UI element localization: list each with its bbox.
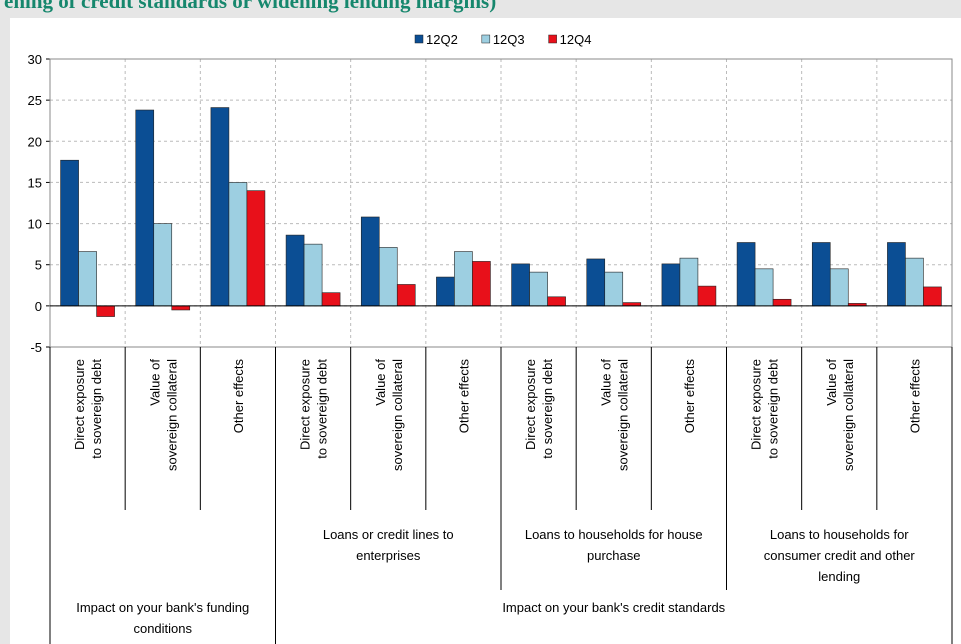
bar [661, 263, 681, 307]
x-tick-label: Other effects [907, 359, 922, 434]
bar [378, 247, 398, 307]
x-tick-label: Direct exposure to sovereign debt [72, 359, 104, 459]
bar [829, 268, 849, 307]
bar [887, 242, 906, 307]
x-tick-label-line: Value of [147, 359, 162, 406]
x-tick-label: Value of sovereign collateral [147, 359, 179, 471]
legend-swatch [548, 34, 557, 44]
x-tick-label: Other effects [231, 359, 246, 434]
group-label: Impact on your bank's funding conditions [76, 600, 250, 636]
bar [303, 243, 323, 307]
bar [153, 223, 173, 307]
y-tick-label: 0 [35, 299, 42, 314]
bar [754, 268, 774, 307]
x-tick-label-line: Other effects [907, 359, 922, 434]
x-tick-label: Value of sovereign collateral [373, 359, 405, 471]
bar [246, 190, 266, 307]
subgroup-label: Loans or credit lines to enterprises [322, 527, 454, 563]
bar [285, 234, 305, 307]
bar [135, 109, 155, 307]
x-tick-label-line: Direct exposure [523, 359, 538, 450]
y-tick-label: 15 [28, 175, 42, 190]
x-tick-label: Other effects [682, 359, 697, 434]
bar [321, 292, 341, 307]
bar [547, 296, 566, 307]
x-tick-label: Direct exposure to sovereign debt [523, 359, 555, 459]
y-tick-label: -5 [30, 340, 42, 355]
bar [436, 276, 455, 307]
bar [78, 251, 97, 307]
bar [529, 271, 548, 307]
chart-panel: -5 0 5 10 15 20 25 30 12Q2 12Q3 12Q4 Direct exposur… [10, 18, 961, 644]
x-tick-label: Value of sovereign collateral [598, 359, 630, 471]
bar [472, 261, 491, 307]
bar [604, 271, 624, 307]
y-tick-label: 30 [28, 52, 42, 67]
x-tick-label-line: sovereign collateral [390, 359, 405, 471]
y-tick-label: 5 [35, 258, 42, 273]
y-tick-label: 10 [28, 217, 42, 232]
x-tick-label-line: sovereign collateral [615, 359, 630, 471]
x-tick-label-line: sovereign collateral [164, 359, 179, 471]
bar [586, 258, 606, 307]
legend-label: 12Q4 [560, 32, 592, 47]
bar [96, 305, 115, 317]
bar [396, 284, 416, 307]
x-tick-label-line: to sovereign debt [766, 359, 781, 459]
x-tick-label-line: Other effects [231, 359, 246, 434]
bar [772, 298, 792, 307]
legend-swatch [414, 34, 424, 44]
bar [228, 182, 248, 307]
chart-title: ening of credit standards or widening le… [4, 0, 497, 13]
legend-label: 12Q3 [493, 32, 525, 47]
y-tick-label: 25 [28, 93, 42, 108]
x-tick-label-line: Direct exposure [749, 359, 764, 450]
x-tick-label-line: to sovereign debt [540, 359, 555, 459]
x-tick-label-line: to sovereign debt [89, 359, 104, 459]
subgroup-label: Loans to households for consumer credit … [763, 527, 915, 584]
x-tick-label-line: sovereign collateral [841, 359, 856, 471]
bar [697, 285, 717, 307]
bar [210, 107, 230, 307]
x-tick-label-line: Other effects [682, 359, 697, 434]
bar [811, 242, 831, 307]
bar [360, 216, 380, 307]
x-tick-label-line: Direct exposure [72, 359, 87, 450]
bar [60, 159, 79, 307]
y-tick-label: 20 [28, 134, 42, 149]
x-tick-label-line: Value of [824, 359, 839, 406]
bar [454, 251, 473, 307]
x-tick-label-line: Direct exposure [298, 359, 313, 450]
bar [679, 257, 699, 307]
x-tick-label-line: to sovereign debt [315, 359, 330, 459]
legend-swatch [481, 34, 491, 44]
bar [511, 263, 530, 307]
x-tick-label: Direct exposure to sovereign debt [749, 359, 781, 459]
x-tick-label: Value of sovereign collateral [824, 359, 856, 471]
bar [736, 242, 756, 307]
legend-label: 12Q2 [426, 32, 458, 47]
chart: -5 0 5 10 15 20 25 30 12Q2 12Q3 12Q4 Direct exposur… [28, 32, 953, 644]
subgroup-label: Loans to households for house purchase [524, 527, 703, 563]
bar [905, 257, 924, 307]
x-tick-label: Direct exposure to sovereign debt [298, 359, 330, 459]
group-label: Impact on your bank's credit standards [502, 600, 726, 615]
x-tick-label-line: Value of [598, 359, 613, 406]
x-tick-label-line: Other effects [456, 359, 471, 434]
bar [923, 286, 942, 307]
bar [171, 305, 191, 311]
x-tick-label: Other effects [456, 359, 471, 434]
x-tick-label-line: Value of [373, 359, 388, 406]
